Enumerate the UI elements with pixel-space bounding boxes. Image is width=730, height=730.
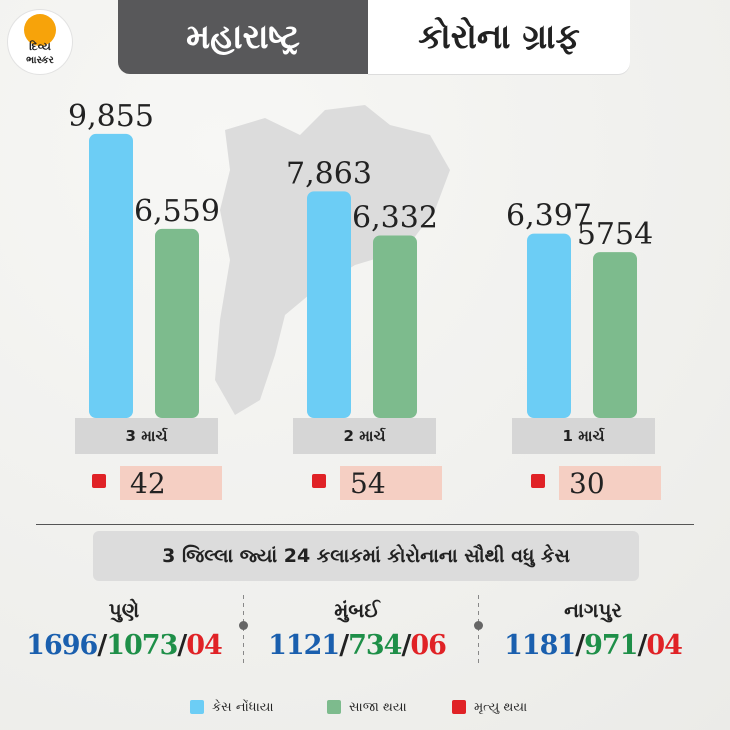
legend-recovered: સાજા થયા [327,697,407,717]
bar-cases [527,233,571,418]
death-value: 42 [120,466,222,500]
bar-label-recovered: 6,332 [352,200,438,235]
brand-line1: દિવ્ય [29,40,51,53]
bar-recovered [155,228,199,418]
bar-recovered [373,235,417,418]
legend-swatch [327,700,341,714]
bar-label-recovered: 5754 [577,217,653,252]
bar-cases [307,191,351,418]
brand-logo: દિવ્ય ભાસ્કર [8,10,72,74]
legend-swatch [452,700,466,714]
bar-recovered [593,252,637,418]
legend-cases: કેસ નોંધાયા [190,697,274,717]
district-deaths: 06 [410,630,447,661]
district-name: મુંબઈ [334,598,380,622]
death-marker-icon [531,474,545,488]
divider-line [36,524,694,525]
death-value: 30 [559,466,661,500]
bar-label-cases: 6,397 [506,199,592,234]
district-recovered: 1073 [106,630,178,661]
district-cases: 1696 [26,630,98,661]
sun-icon [24,14,56,46]
death-marker-icon [92,474,106,488]
legend-swatch [190,700,204,714]
date-label: 1 માર્ચ [512,418,655,454]
district-mumbai: મુંબઈ 1121/734/06 [247,594,467,666]
death-count: 42 [92,466,224,500]
district-separator [239,595,248,665]
date-label: 3 માર્ચ [75,418,218,454]
district-deaths: 04 [186,630,223,661]
bar-label-cases: 9,855 [68,99,154,134]
header-graph-title: કોરોના ગ્રાફ [368,0,630,74]
district-cases: 1121 [268,630,340,661]
death-count: 30 [531,466,663,500]
district-separator [474,595,483,665]
districts-title: 3 જિલ્લા જ્યાં 24 કલાકમાં કોરોનાના સૌથી … [93,531,639,581]
brand-line2: ભાસ્કર [26,55,54,66]
district-stats: 1181/971/04 [504,630,683,661]
district-pune: પુણે 1696/1073/04 [14,594,234,666]
district-nagpur: નાગપુર 1181/971/04 [483,594,703,666]
district-recovered: 971 [584,630,638,661]
legend-label: કેસ નોંધાયા [212,699,274,715]
bar-cases [89,133,133,418]
bar-label-recovered: 6,559 [134,194,220,229]
district-name: પુણે [108,598,140,622]
district-name: નાગપુર [564,598,622,622]
header-state-title: મહારાષ્ટ્ર [118,0,368,74]
district-stats: 1696/1073/04 [26,630,223,661]
district-recovered: 734 [348,630,402,661]
bar-label-cases: 7,863 [286,156,372,191]
legend-label: મૃત્યુ થયા [474,699,528,715]
district-deaths: 04 [646,630,683,661]
death-value: 54 [340,466,442,500]
district-stats: 1121/734/06 [268,630,447,661]
death-count: 54 [312,466,444,500]
date-label: 2 માર્ચ [293,418,436,454]
death-marker-icon [312,474,326,488]
legend-label: સાજા થયા [349,699,407,715]
legend-deaths: મૃત્યુ થયા [452,697,527,717]
district-cases: 1181 [504,630,576,661]
